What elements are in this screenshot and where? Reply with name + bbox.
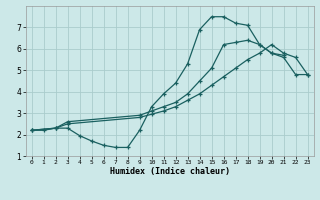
X-axis label: Humidex (Indice chaleur): Humidex (Indice chaleur): [109, 167, 230, 176]
